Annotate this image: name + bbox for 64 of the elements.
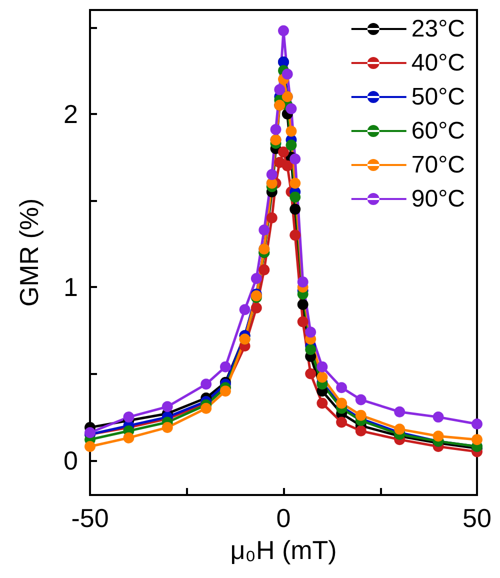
- point: [278, 25, 289, 36]
- point: [266, 169, 278, 180]
- point: [305, 368, 316, 380]
- legend-label: 50°C: [411, 84, 465, 110]
- point: [290, 230, 301, 241]
- point: [270, 124, 282, 136]
- point: [297, 316, 308, 328]
- point: [220, 386, 231, 397]
- y-tick-label: 0: [64, 445, 78, 476]
- point: [258, 264, 270, 276]
- point: [290, 204, 301, 215]
- point: [336, 398, 348, 409]
- point: [394, 406, 406, 418]
- point: [282, 68, 293, 80]
- point: [297, 298, 308, 310]
- point: [316, 398, 328, 409]
- point: [290, 178, 301, 189]
- point: [220, 361, 231, 372]
- point: [336, 416, 348, 428]
- point: [472, 434, 482, 446]
- point: [266, 212, 278, 224]
- legend-label: 90°C: [411, 186, 465, 212]
- point: [282, 160, 293, 172]
- point: [355, 425, 366, 436]
- point: [200, 402, 212, 414]
- point: [316, 372, 328, 383]
- point: [355, 410, 366, 421]
- y-axis-title: GMR (%): [14, 198, 44, 307]
- x-axis-title: μ₀H (mT): [230, 535, 337, 565]
- point: [305, 344, 316, 355]
- point: [250, 272, 262, 284]
- point: [123, 432, 134, 444]
- point: [290, 153, 301, 164]
- point: [336, 382, 348, 394]
- x-tick-label: 0: [276, 503, 291, 533]
- point: [200, 378, 212, 390]
- point: [274, 84, 286, 96]
- point: [286, 126, 297, 137]
- point: [84, 441, 96, 452]
- point: [239, 304, 250, 316]
- point: [432, 430, 444, 442]
- point: [278, 146, 289, 158]
- x-tick-label: 50: [462, 503, 492, 533]
- point: [316, 361, 328, 372]
- point: [290, 192, 301, 203]
- point: [258, 224, 270, 236]
- y-tick-label: 1: [64, 272, 78, 302]
- point: [162, 401, 173, 412]
- point: [297, 276, 308, 288]
- point: [394, 424, 406, 435]
- point: [250, 302, 262, 314]
- legend-label: 40°C: [411, 50, 465, 76]
- point: [286, 103, 297, 114]
- legend-label: 60°C: [411, 118, 465, 144]
- point: [432, 412, 444, 423]
- legend-label: 23°C: [411, 16, 465, 42]
- point: [286, 140, 297, 151]
- y-tick-label: 2: [64, 98, 78, 129]
- x-tick-label: -50: [71, 503, 109, 533]
- legend-label: 70°C: [411, 152, 465, 178]
- point: [355, 394, 366, 406]
- point: [305, 326, 316, 338]
- point: [472, 418, 482, 430]
- point: [162, 422, 173, 433]
